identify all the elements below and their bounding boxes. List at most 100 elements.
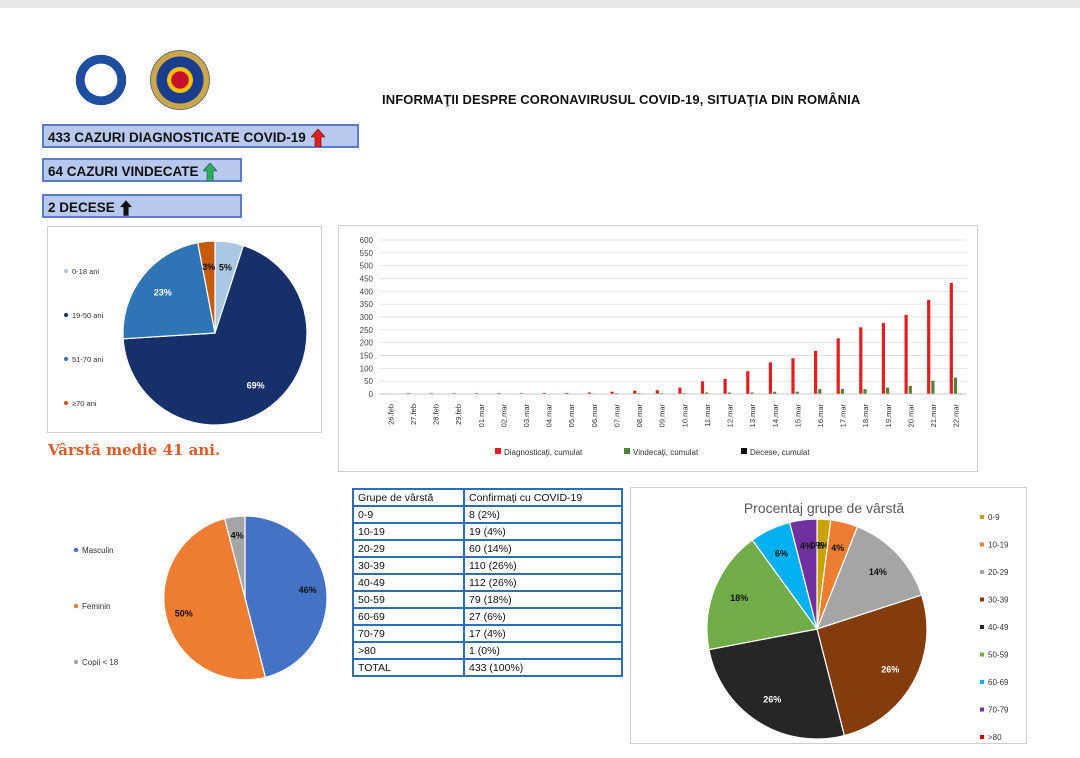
bar-vindeca-i-cumulat-11-mar	[705, 392, 709, 394]
cumulative-cases-panel: 0 50 100 150 200 250 300 350 400 450 500 550 600 26.f…	[338, 225, 978, 472]
pie-label-70-ani: 3%	[202, 262, 215, 272]
bar-diagnostica-i-cumulat-20-mar	[904, 314, 908, 394]
age-percentage-panel: Procentaj grupe de vârstă 0-9 10-19 20-29 30…	[630, 487, 1027, 744]
gender-pie-chart: Masculin Feminin Copii < 18 46% 50% 4%	[73, 515, 328, 681]
table-cell-confirmed: 19 (4%)	[463, 522, 623, 541]
x-tick-label: 29.feb	[454, 404, 463, 425]
bar-diagnostica-i-cumulat-17-mar	[836, 338, 840, 394]
table-cell-age-group: 40-49	[352, 573, 465, 592]
legend-marker	[980, 707, 984, 712]
pie-label-60-69: 6%	[775, 548, 788, 558]
legend-item-70-79: 70-79	[980, 706, 1009, 715]
table-row: >80 1 (0%)	[352, 641, 623, 660]
bar-diagnostica-i-cumulat-09-mar	[655, 390, 659, 394]
legend-marker	[624, 448, 630, 454]
x-tick-label: 16.mar	[816, 403, 825, 427]
pie-label-51-70-ani: 23%	[154, 287, 172, 297]
pie-slice-51-70-ani	[122, 241, 216, 340]
x-tick-label: 03.mar	[522, 403, 531, 427]
bar-diagnostica-i-cumulat-13-mar	[746, 371, 750, 394]
legend-marker	[64, 357, 68, 361]
chart-title: Procentaj grupe de vârstă	[744, 500, 905, 516]
legend-label: 0-9	[988, 513, 1000, 522]
table-cell-age-group: 10-19	[352, 522, 465, 541]
y-tick-label: 400	[360, 287, 374, 296]
x-tick-label: 06.mar	[590, 403, 599, 427]
legend-item-vindeca-i-cumulat: Vindecaţi, cumulat	[624, 448, 699, 457]
bar-diagnostica-i-cumulat-14-mar	[768, 362, 772, 394]
diagnosed-stat-text: 433 CAZURI DIAGNOSTICATE COVID-19	[48, 130, 306, 145]
x-tick-label: 19.mar	[884, 403, 893, 427]
y-tick-label: 0	[369, 390, 374, 399]
legend-label: Feminin	[82, 602, 110, 611]
age-groups-panel: 0-18 ani 19-50 ani 51-70 ani ≥70 ani 5% 69% 23…	[47, 226, 322, 433]
table-cell-confirmed: 433 (100%)	[463, 658, 623, 677]
arrow-up-black-icon	[119, 200, 132, 217]
legend-marker	[980, 625, 984, 629]
x-tick-label: 04.mar	[545, 403, 554, 427]
legend-item-19-50-ani: 19-50 ani	[64, 311, 104, 320]
legend-item-diagnostica-i-cumulat: Diagnosticaţi, cumulat	[495, 448, 583, 457]
bar-diagnostica-i-cumulat-10-mar	[678, 387, 682, 394]
table-cell-age-group: 30-39	[352, 556, 465, 575]
legend-label: 19-50 ani	[72, 311, 104, 320]
legend-marker	[980, 570, 984, 574]
table-row: 40-49 112 (26%)	[352, 573, 623, 592]
legend-marker	[73, 603, 79, 609]
legend-label: ≥70 ani	[72, 399, 97, 408]
table-cell-age-group: 70-79	[352, 624, 465, 643]
table-cell-confirmed: 1 (0%)	[463, 641, 623, 660]
table-cell-confirmed: 112 (26%)	[463, 573, 623, 592]
legend-item-feminin: Feminin	[73, 602, 110, 611]
x-tick-label: 12.mar	[726, 403, 735, 427]
legend-item-10-19: 10-19	[980, 541, 1009, 550]
legend-label: 60-69	[988, 678, 1009, 687]
bar-vindeca-i-cumulat-20-mar	[908, 386, 912, 394]
y-tick-label: 100	[360, 364, 374, 373]
deaths-stat-text: 2 DECESE	[48, 200, 115, 215]
age-percentage-pie-chart: Procentaj grupe de vârstă 0-9 10-19 20-29 30…	[706, 500, 1009, 742]
pie-slice-70-79	[788, 518, 818, 630]
bar-diagnostica-i-cumulat-18-mar	[859, 327, 863, 394]
bar-diagnostica-i-cumulat-06-mar	[587, 392, 591, 394]
legend-label: 0-18 ani	[72, 267, 99, 276]
pie-label-10-19: 4%	[831, 543, 844, 553]
table-row: TOTAL 433 (100%)	[352, 658, 623, 677]
pie-slice-40-49	[708, 628, 846, 740]
age-confirmed-table: Grupe de vârstă Confirmaţi cu COVID-19 0…	[352, 488, 623, 677]
legend-item-20-29: 20-29	[980, 568, 1009, 577]
y-tick-label: 200	[360, 339, 374, 348]
pie-label-20-29: 14%	[869, 567, 887, 577]
table-row: 30-39 110 (26%)	[352, 556, 623, 575]
pie-slice-30-39	[816, 594, 928, 737]
legend-marker	[741, 448, 747, 454]
bar-diagnostica-i-cumulat-21-mar	[927, 299, 931, 394]
pie-label-70-79: 4%	[800, 541, 813, 551]
diagnosed-stat: 433 CAZURI DIAGNOSTICATE COVID-19	[42, 124, 359, 148]
arrow-up-red-icon	[310, 129, 325, 148]
recovered-stat: 64 CAZURI VINDECATE	[42, 158, 242, 182]
pie-label-80: 0%	[810, 540, 823, 550]
bar-diagnostica-i-cumulat-07-mar	[610, 391, 614, 394]
table-row: 10-19 19 (4%)	[352, 522, 623, 541]
legend-label: 51-70 ani	[72, 355, 104, 364]
bar-diagnostica-i-cumulat-08-mar	[633, 390, 637, 394]
legend-marker	[980, 597, 984, 602]
y-tick-label: 300	[360, 313, 374, 322]
bar-diagnostica-i-cumulat-04-mar	[542, 393, 546, 394]
table-header-row: Grupe de vârstă Confirmaţi cu COVID-19	[352, 488, 623, 507]
table-cell-age-group: 0-9	[352, 505, 465, 524]
pie-label-19-50-ani: 69%	[247, 380, 265, 390]
legend-label: 40-49	[988, 623, 1009, 632]
legend-item-0-9: 0-9	[980, 513, 1000, 522]
bar-vindeca-i-cumulat-22-mar	[953, 377, 958, 394]
pie-label-30-39: 26%	[881, 664, 899, 674]
x-tick-label: 11.mar	[703, 404, 712, 427]
y-tick-label: 150	[360, 352, 374, 361]
cumulative-cases-bar-chart: 0 50 100 150 200 250 300 350 400 450 500 550 600 26.f…	[360, 236, 967, 457]
bar-diagnostica-i-cumulat-11-mar	[700, 381, 705, 394]
legend-item-50-59: 50-59	[980, 651, 1009, 660]
pie-slice-19-50-ani	[122, 244, 308, 426]
legend-label: 20-29	[988, 568, 1009, 577]
table-cell-age-group: TOTAL	[352, 658, 465, 677]
